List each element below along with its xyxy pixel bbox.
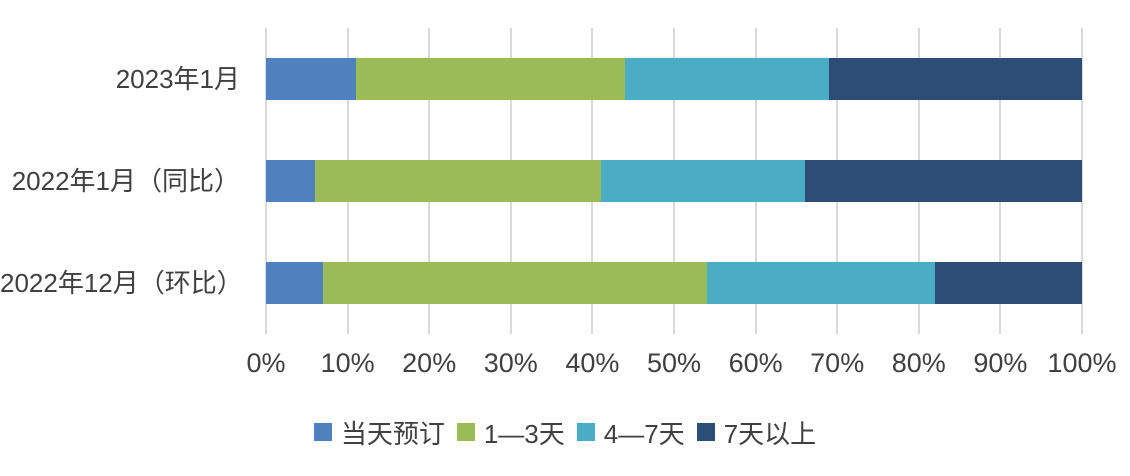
legend-item: 当天预订 xyxy=(313,414,445,451)
legend-label: 1—3天 xyxy=(483,418,565,449)
bar-segment xyxy=(266,160,315,202)
legend-swatch xyxy=(313,423,332,441)
legend-item: 4—7天 xyxy=(576,414,685,451)
bar-row xyxy=(266,58,1082,100)
x-axis-tick-label: 0% xyxy=(246,348,286,378)
category-label: 2022年1月（同比） xyxy=(11,166,240,196)
x-axis-tick-label: 80% xyxy=(891,348,946,378)
bar-segment xyxy=(266,58,356,100)
x-axis-tick-label: 10% xyxy=(320,348,375,378)
bar-segment xyxy=(625,58,830,100)
bar-segment xyxy=(829,58,1082,100)
legend-label: 当天预订 xyxy=(340,418,445,449)
category-label: 2023年1月 xyxy=(115,64,240,94)
legend-swatch xyxy=(696,423,715,441)
bar-segment xyxy=(935,262,1082,304)
gridline xyxy=(1081,28,1083,334)
bar-segment xyxy=(266,262,324,304)
legend-swatch xyxy=(456,423,475,441)
x-axis-tick-label: 30% xyxy=(483,348,538,378)
legend-label: 4—7天 xyxy=(603,418,685,449)
x-axis-tick-label: 60% xyxy=(728,348,783,378)
legend-swatch xyxy=(576,423,595,441)
bar-segment xyxy=(804,160,1082,202)
bar-row xyxy=(266,160,1082,202)
x-axis-tick-label: 90% xyxy=(973,348,1028,378)
x-axis-tick-label: 50% xyxy=(646,348,702,378)
legend-item: 1—3天 xyxy=(456,414,565,451)
legend-item: 7天以上 xyxy=(696,414,817,451)
x-axis-tick-label: 100% xyxy=(1047,348,1117,378)
x-axis-tick-label: 20% xyxy=(402,348,457,378)
bar-row xyxy=(266,262,1082,304)
bar-segment xyxy=(706,262,936,304)
x-axis-tick-label: 70% xyxy=(810,348,865,378)
x-axis-tick-label: 40% xyxy=(565,348,620,378)
category-label: 2022年12月（环比） xyxy=(0,268,243,298)
legend-label: 7天以上 xyxy=(723,418,817,449)
bar-segment xyxy=(323,262,707,304)
plot-area xyxy=(265,28,1083,334)
legend: 当天预订 1—3天 4—7天 7天以上 xyxy=(0,412,1130,452)
bar-segment xyxy=(355,58,626,100)
bar-segment xyxy=(314,160,601,202)
bar-segment xyxy=(600,160,805,202)
